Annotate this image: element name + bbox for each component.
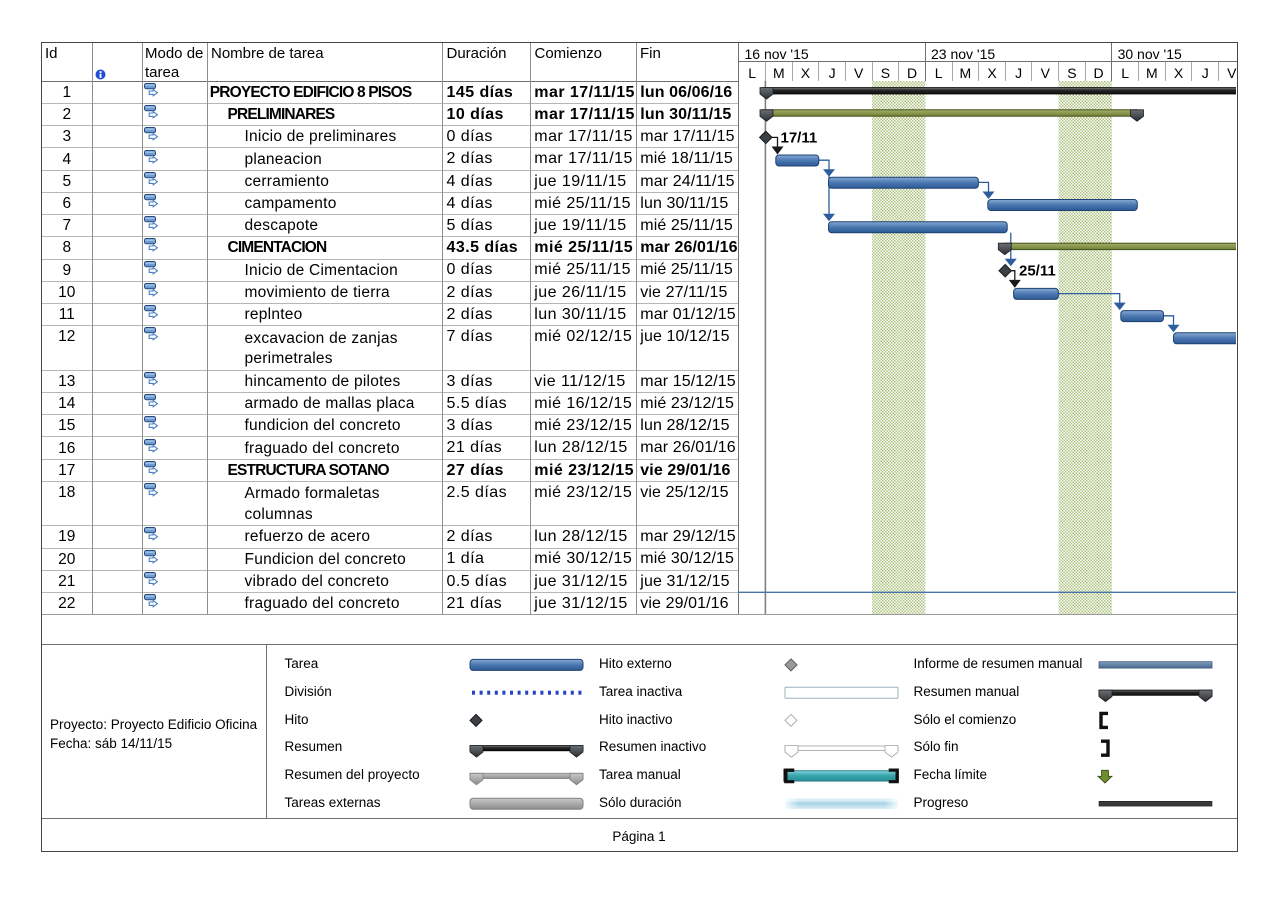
svg-text:17/11: 17/11 (781, 130, 818, 147)
svg-text:25/11: 25/11 (1019, 263, 1056, 280)
